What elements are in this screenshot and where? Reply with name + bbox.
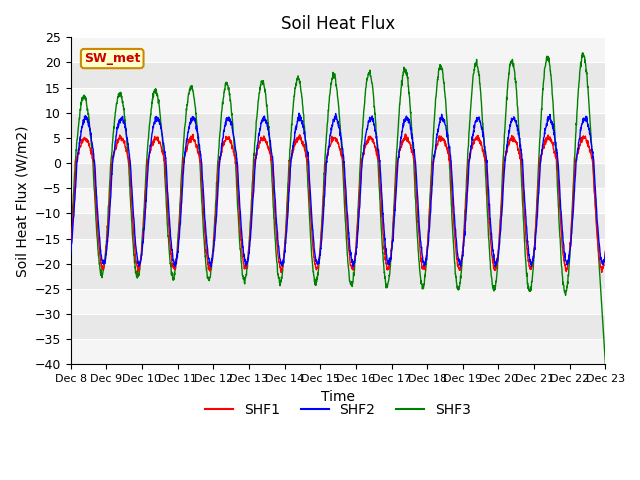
SHF1 [401,131,409,137]
Bar [70,37,605,62]
Bar [70,138,605,163]
SHF2 [365,119,373,125]
SHF1 [354,222,362,228]
SHF3 [579,50,586,56]
SHF3 [554,198,562,204]
SHF3 [353,222,361,228]
Y-axis label: Soil Heat Flux (W/m2): Soil Heat Flux (W/m2) [15,125,29,276]
SHF2 [295,110,303,116]
SHF3 [493,268,501,274]
SHF1 [494,254,502,260]
SHF2 [602,250,609,256]
SHF1 [570,190,577,195]
SHF1 [67,243,74,249]
SHF1 [277,270,285,276]
SHF3 [67,238,74,243]
SHF2 [216,155,224,160]
SHF1 [602,248,609,254]
Bar [70,88,605,113]
SHF1 [216,156,223,162]
SHF3 [602,361,609,367]
SHF2 [555,168,563,174]
Line: SHF2: SHF2 [70,113,605,267]
SHF3 [365,70,372,75]
SHF3 [569,188,577,193]
Bar [70,289,605,314]
Bar [70,239,605,264]
SHF2 [354,230,362,236]
SHF1 [365,137,373,143]
Bar [70,339,605,364]
Title: Soil Heat Flux: Soil Heat Flux [281,15,395,33]
Line: SHF3: SHF3 [70,53,605,364]
SHF2 [494,258,502,264]
SHF3 [216,132,223,138]
SHF1 [555,182,563,188]
SHF2 [67,251,74,257]
SHF2 [171,264,179,270]
Legend: SHF1, SHF2, SHF3: SHF1, SHF2, SHF3 [200,398,477,423]
Line: SHF1: SHF1 [70,134,605,273]
Text: SW_met: SW_met [84,52,140,65]
Bar [70,188,605,214]
X-axis label: Time: Time [321,390,355,404]
SHF2 [570,205,577,211]
